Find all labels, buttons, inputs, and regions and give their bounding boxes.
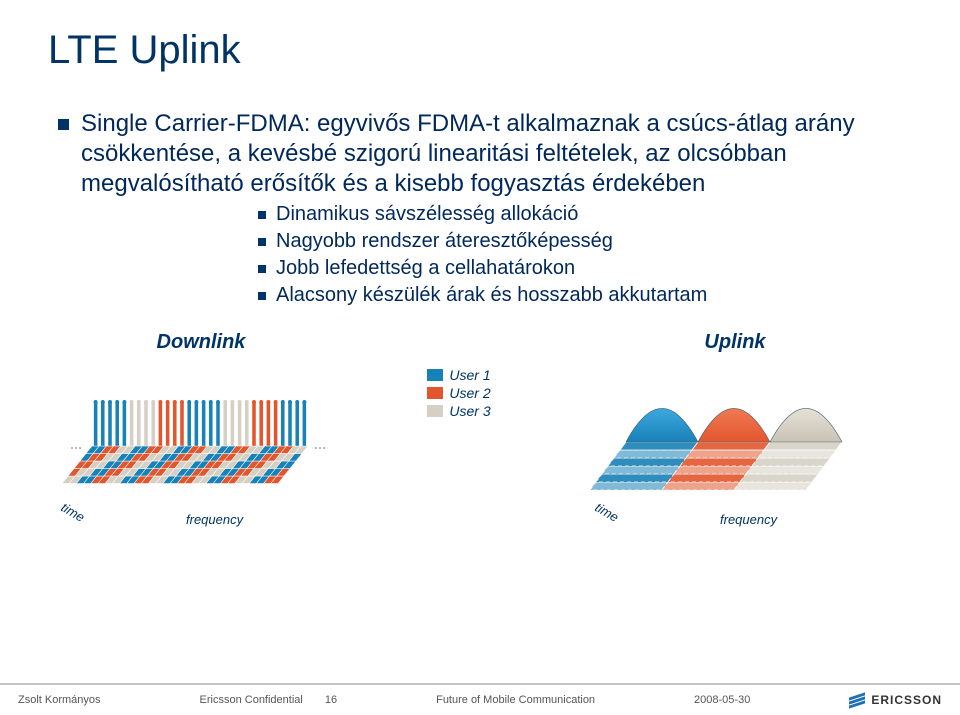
- downlink-diagram: Downlink time frequency: [46, 331, 356, 528]
- footer: Zsolt Kormányos Ericsson Confidential 16…: [0, 683, 960, 715]
- legend-swatch-icon: [427, 387, 443, 399]
- bullet-text: Jobb lefedettség a cellahatárokon: [276, 255, 575, 282]
- bullet-text: Single Carrier-FDMA: egyvivős FDMA-t alk…: [81, 109, 920, 199]
- axis-freq-label: frequency: [186, 512, 245, 527]
- legend-row: User 1: [427, 367, 490, 383]
- bullet-square-icon: [258, 211, 266, 219]
- legend-label: User 1: [449, 367, 490, 383]
- bullet-square-icon: [58, 119, 69, 130]
- ericsson-bars-icon: [849, 692, 865, 708]
- axis-time-label: time: [592, 500, 621, 525]
- legend: User 1 User 2 User 3: [427, 367, 490, 528]
- legend-label: User 3: [449, 403, 490, 419]
- legend-row: User 2: [427, 385, 490, 401]
- bullet-square-icon: [258, 238, 266, 246]
- legend-swatch-icon: [427, 405, 443, 417]
- slide-title: LTE Uplink: [48, 28, 920, 73]
- bullet-square-icon: [258, 265, 266, 273]
- ericsson-logo-text: ERICSSON: [871, 693, 942, 707]
- footer-pagenum: 16: [325, 694, 337, 706]
- footer-author: Zsolt Kormányos: [18, 694, 101, 706]
- legend-swatch-icon: [427, 369, 443, 381]
- bullet-text: Dinamikus sávszélesség allokáció: [276, 201, 578, 228]
- footer-title: Future of Mobile Communication: [436, 694, 595, 706]
- bullet-level1: Single Carrier-FDMA: egyvivős FDMA-t alk…: [58, 109, 920, 199]
- bullet-square-icon: [258, 292, 266, 300]
- uplink-svg: time frequency: [580, 360, 890, 528]
- ericsson-logo: ERICSSON: [849, 693, 942, 707]
- bullet-level2: Alacsony készülék árak és hosszabb akkut…: [258, 282, 920, 309]
- bullet-list: Single Carrier-FDMA: egyvivős FDMA-t alk…: [58, 109, 920, 309]
- bullet-level2: Dinamikus sávszélesség allokáció: [258, 201, 920, 228]
- bullet-level2: Jobb lefedettség a cellahatárokon: [258, 255, 920, 282]
- footer-confidential: Ericsson Confidential: [200, 694, 303, 706]
- legend-label: User 2: [449, 385, 490, 401]
- uplink-label: Uplink: [704, 331, 765, 354]
- legend-row: User 3: [427, 403, 490, 419]
- uplink-diagram: Uplink time frequency: [580, 331, 890, 528]
- bullet-text: Alacsony készülék árak és hosszabb akkut…: [276, 282, 707, 309]
- downlink-svg: time frequency: [46, 360, 356, 528]
- axis-time-label: time: [59, 500, 88, 525]
- bullet-text: Nagyobb rendszer áteresztőképesség: [276, 228, 613, 255]
- downlink-label: Downlink: [157, 331, 246, 354]
- bullet-level2: Nagyobb rendszer áteresztőképesség: [258, 228, 920, 255]
- footer-date: 2008-05-30: [694, 694, 750, 706]
- axis-freq-label: frequency: [720, 512, 779, 527]
